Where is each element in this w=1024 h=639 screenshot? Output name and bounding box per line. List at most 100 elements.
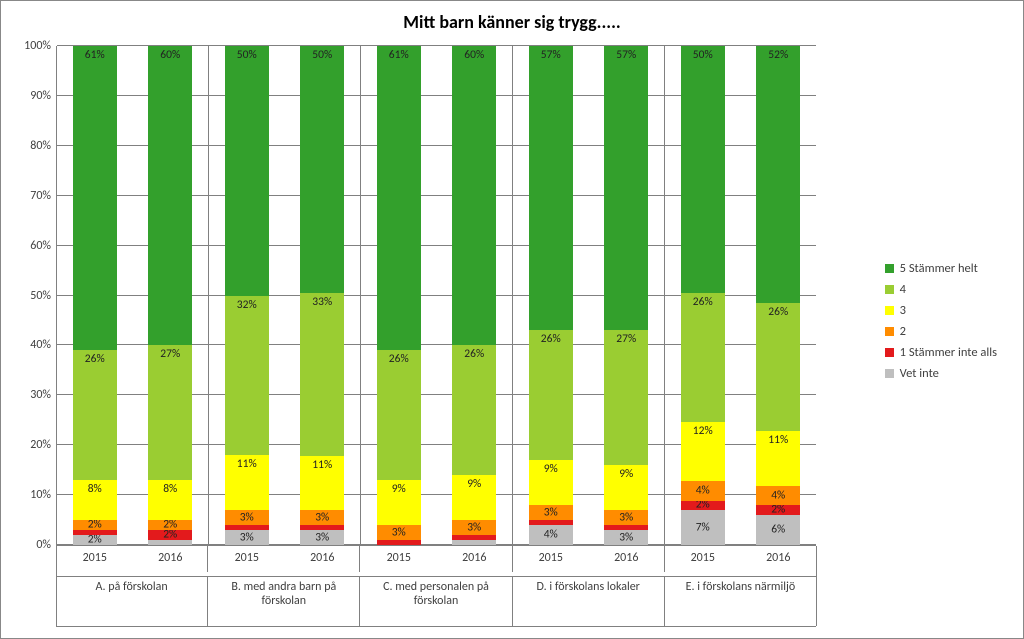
- segment-s3: 9%: [604, 465, 648, 510]
- year-label: 2015: [361, 545, 437, 565]
- plot-area: 2%2%8%26%61%20152%2%8%27%60%20163%3%11%3…: [56, 46, 816, 546]
- segment-label: 2%: [73, 519, 117, 531]
- segment-s4: 26%: [377, 350, 421, 480]
- legend-label: 2: [900, 324, 906, 339]
- segment-label: 3%: [529, 507, 573, 519]
- segment-label: 61%: [377, 50, 421, 62]
- segment-s1: [604, 525, 648, 530]
- segment-label: 8%: [73, 484, 117, 496]
- segment-s5: 50%: [225, 46, 269, 296]
- segment-label: 60%: [452, 50, 496, 62]
- stacked-bar: 3%3%11%33%50%: [300, 46, 344, 545]
- segment-s4: 27%: [604, 330, 648, 465]
- segment-vet: 4%: [529, 525, 573, 545]
- segment-label: 60%: [148, 50, 192, 62]
- bar-column: 3%3%11%32%50%2015: [209, 46, 285, 545]
- segment-s5: 50%: [300, 46, 344, 293]
- segment-label: 3%: [225, 532, 269, 544]
- segment-label: 4%: [756, 490, 800, 502]
- group: 4%3%9%26%57%20153%3%9%27%57%2016: [513, 46, 665, 545]
- segment-label: 4%: [529, 529, 573, 541]
- bars-area: 2%2%8%26%61%20152%2%8%27%60%20163%3%11%3…: [57, 46, 816, 545]
- segment-label: 27%: [148, 349, 192, 361]
- stacked-bar: 7%2%4%12%26%50%: [681, 46, 725, 545]
- chart-container: Mitt barn känner sig trygg..... 2%2%8%26…: [0, 0, 1024, 639]
- legend-swatch: [885, 264, 894, 273]
- x-group-labels: A. på förskolanB. med andra barn på förs…: [56, 576, 816, 627]
- legend-swatch: [885, 348, 894, 357]
- segment-s3: 9%: [452, 475, 496, 520]
- segment-s5: 61%: [73, 46, 117, 350]
- legend-label: 4: [900, 282, 906, 297]
- segment-label: 3%: [300, 532, 344, 544]
- year-label: 2016: [437, 545, 513, 565]
- segment-s3: 11%: [756, 431, 800, 485]
- segment-s3: 8%: [73, 480, 117, 520]
- segment-s2: 3%: [604, 510, 648, 525]
- segment-s1: [529, 520, 573, 525]
- group: 3%3%11%32%50%20153%3%11%33%50%2016: [209, 46, 361, 545]
- segment-label: 26%: [73, 354, 117, 366]
- segment-label: 50%: [225, 50, 269, 62]
- y-tick-label: 50%: [30, 289, 57, 303]
- y-tick-label: 10%: [30, 488, 57, 502]
- segment-s1: [452, 535, 496, 540]
- legend: 5 Stämmer helt 4 3 2 1 Stämmer inte alls Vet …: [885, 261, 997, 387]
- stacked-bar: 3% 3% 11% 32% 50%: [225, 46, 269, 545]
- legend-item: Vet inte: [885, 366, 997, 381]
- segment-vet: 3%: [604, 530, 648, 545]
- y-tick-label: 30%: [30, 388, 57, 402]
- segment-label: 3%: [225, 512, 269, 524]
- bar-column: 7%2%4%12%26%50%2015: [665, 46, 741, 545]
- segment-label: 57%: [529, 50, 573, 62]
- bar-column: 3%9%26%61%2015: [361, 46, 437, 545]
- segment-label: 26%: [681, 297, 725, 309]
- legend-label: Vet inte: [900, 366, 939, 381]
- segment-s3: 11%: [300, 456, 344, 510]
- segment-s2: 2%: [148, 520, 192, 530]
- segment-label: 26%: [756, 307, 800, 319]
- group: 2%2%8%26%61%20152%2%8%27%60%2016: [57, 46, 209, 545]
- year-label: 2015: [513, 545, 589, 565]
- segment-s2: 3%: [452, 520, 496, 535]
- bar-column: 2%2%8%26%61%2015: [57, 46, 133, 545]
- group-label: B. med andra barn på förskolan: [208, 577, 360, 627]
- segment-label: 61%: [73, 50, 117, 62]
- segment-label: 2%: [756, 505, 800, 517]
- segment-label: 9%: [604, 469, 648, 481]
- segment-s5: 57%: [604, 46, 648, 330]
- segment-label: 2%: [148, 519, 192, 531]
- segment-s1: 2%: [148, 530, 192, 540]
- segment-label: 57%: [604, 50, 648, 62]
- y-tick-label: 40%: [30, 338, 57, 352]
- segment-label: 9%: [529, 464, 573, 476]
- year-label: 2015: [57, 545, 133, 565]
- stacked-bar: 2%2%8%27%60%: [148, 46, 192, 545]
- segment-s5: 50%: [681, 46, 725, 293]
- legend-label: 3: [900, 303, 906, 318]
- y-tick-label: 20%: [30, 438, 57, 452]
- stacked-bar: 3%9%26%60%: [452, 46, 496, 545]
- segment-label: 26%: [377, 354, 421, 366]
- segment-s3: 8%: [148, 480, 192, 520]
- bar-column: 3%3%11%33%50%2016: [285, 46, 361, 545]
- segment-label: 3%: [377, 527, 421, 539]
- segment-s5: 61%: [377, 46, 421, 350]
- legend-label: 5 Stämmer helt: [900, 261, 978, 276]
- bar-column: 6%2%4%11%26%52%2016: [741, 46, 817, 545]
- legend-item: 3: [885, 303, 997, 318]
- segment-label: 33%: [300, 297, 344, 309]
- segment-s4: 26%: [529, 330, 573, 460]
- segment-s3: 9%: [377, 480, 421, 525]
- segment-label: 26%: [529, 334, 573, 346]
- segment-s2: 2%: [73, 520, 117, 530]
- segment-s5: 57%: [529, 46, 573, 330]
- segment-label: 11%: [225, 459, 269, 471]
- year-label: 2016: [741, 545, 817, 565]
- legend-label: 1 Stämmer inte alls: [900, 345, 997, 360]
- segment-s2: 3%: [225, 510, 269, 525]
- segment-s3: 11%: [225, 455, 269, 510]
- segment-label: 32%: [225, 300, 269, 312]
- segment-vet: 6%: [756, 515, 800, 545]
- stacked-bar: 4% 3% 9% 26% 57%: [529, 46, 573, 545]
